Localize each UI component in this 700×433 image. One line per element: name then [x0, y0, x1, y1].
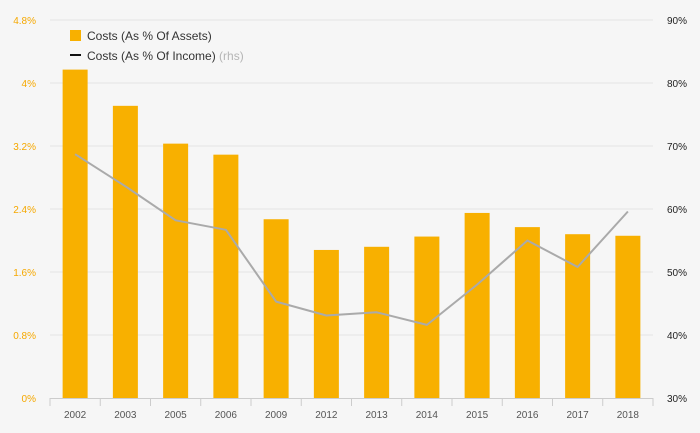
bar [213, 154, 239, 398]
legend-label-assets: Costs (As % Of Assets) [87, 29, 212, 43]
bar [615, 235, 641, 398]
bar [263, 219, 289, 398]
y-left-tick-label: 1.6% [13, 268, 36, 279]
x-tick-label: 2018 [617, 410, 640, 421]
legend-label-income-name: Costs (As % Of Income) [87, 49, 216, 63]
y-right-tick-label: 70% [667, 142, 687, 153]
bar [313, 249, 339, 398]
bar [364, 246, 390, 398]
legend-label-income-suffix: (rhs) [219, 49, 244, 63]
x-tick-label: 2002 [64, 410, 87, 421]
y-right-tick-label: 80% [667, 79, 687, 90]
x-tick-label: 2013 [366, 410, 389, 421]
bar [163, 143, 189, 398]
line-path [74, 153, 629, 326]
x-tick-label: 2012 [315, 410, 338, 421]
y-right-tick-label: 50% [667, 268, 687, 279]
y-left-tick-label: 2.4% [13, 205, 36, 216]
x-tick-label: 2006 [215, 410, 238, 421]
x-tick-label: 2014 [416, 410, 439, 421]
y-right-tick-label: 30% [667, 394, 687, 405]
bar-series-costs-assets [62, 69, 641, 399]
axes: 0% 30% 0.8% 40% 1.6% 50% 2.4% 60% 3.2% 70% 4% 80% 4.… [13, 16, 687, 421]
y-left-tick-label: 3.2% [13, 142, 36, 153]
x-tick-label: 2015 [466, 410, 489, 421]
y-left-tick-label: 0% [22, 394, 37, 405]
x-tick-label: 2016 [516, 410, 539, 421]
y-right-tick-label: 60% [667, 205, 687, 216]
x-tick-label: 2009 [265, 410, 288, 421]
bar [514, 227, 540, 398]
x-tick-label: 2003 [114, 410, 137, 421]
y-right-tick-label: 40% [667, 331, 687, 342]
gridlines [50, 19, 653, 336]
y-left-tick-label: 4.8% [13, 16, 36, 27]
legend-swatch-assets [70, 30, 81, 41]
bar [112, 105, 138, 399]
bar [464, 212, 490, 398]
line-series-costs-income [74, 153, 629, 326]
x-tick-label: 2005 [165, 410, 188, 421]
y-left-tick-label: 0.8% [13, 331, 36, 342]
bar [62, 69, 88, 399]
legend: Costs (As % Of Assets) Costs (As % Of In… [70, 29, 244, 63]
y-left-tick-label: 4% [22, 79, 37, 90]
y-right-tick-label: 90% [667, 16, 687, 27]
legend-label-income: Costs (As % Of Income) (rhs) [87, 49, 244, 63]
x-tick-label: 2017 [567, 410, 590, 421]
